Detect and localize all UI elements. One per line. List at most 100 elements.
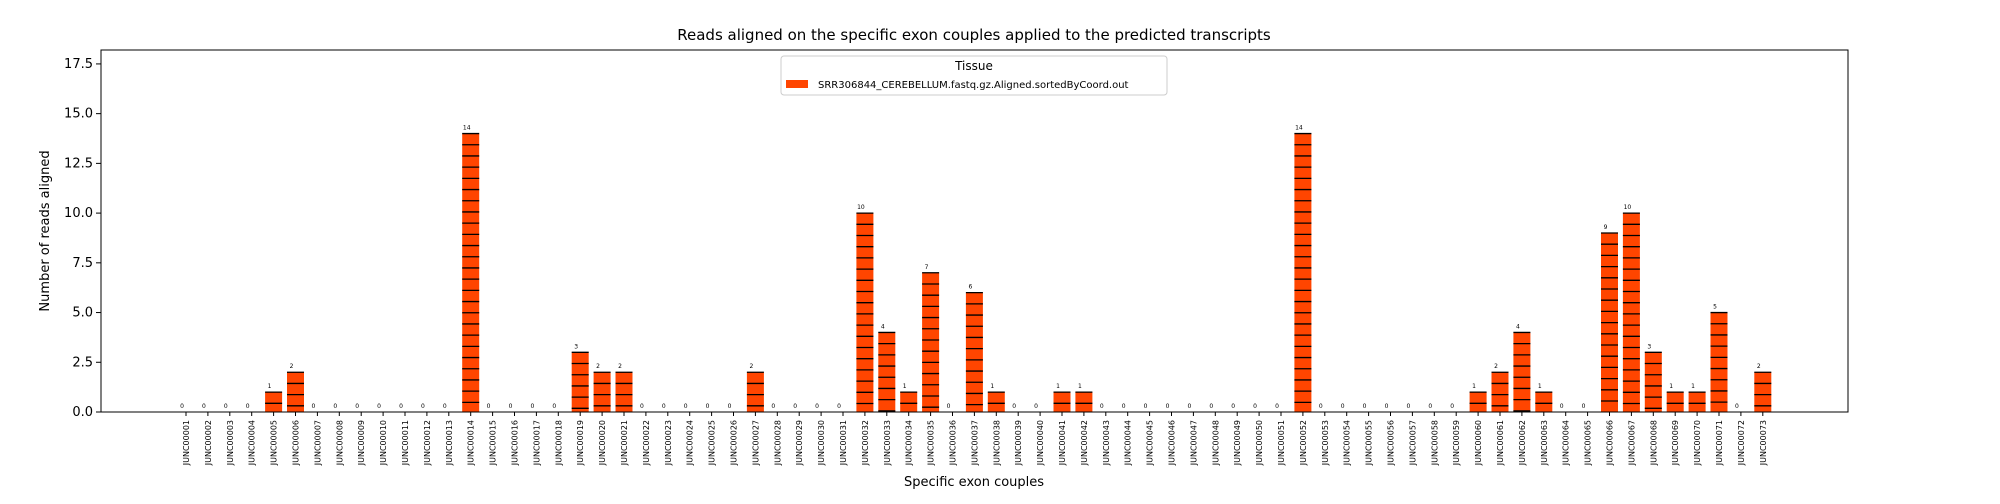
x-tick-label: JUNC00044 bbox=[1124, 420, 1133, 466]
x-tick-label: JUNC00025 bbox=[708, 420, 717, 466]
x-tick-label: JUNC00068 bbox=[1649, 420, 1658, 466]
x-tick-label: JUNC00021 bbox=[620, 420, 629, 466]
x-tick-label: JUNC00056 bbox=[1387, 420, 1396, 466]
x-tick-label: JUNC00069 bbox=[1671, 420, 1680, 466]
x-tick-label: JUNC00001 bbox=[182, 420, 191, 466]
data-label: 0 bbox=[1012, 403, 1016, 410]
data-label: 0 bbox=[771, 403, 775, 410]
x-tick-label: JUNC00030 bbox=[817, 420, 826, 466]
x-tick-label: JUNC00051 bbox=[1277, 420, 1286, 466]
y-axis-ticks: 0.0 2.5 5.0 7.5 10.0 12.5 15.0 17.5 bbox=[64, 57, 101, 420]
data-label: 1 bbox=[1472, 383, 1476, 390]
data-label: 0 bbox=[662, 403, 666, 410]
chart-title: Reads aligned on the specific exon coupl… bbox=[677, 26, 1271, 44]
x-tick-label: JUNC00035 bbox=[927, 420, 936, 466]
x-tick-label: JUNC00045 bbox=[1146, 420, 1155, 466]
data-label: 1 bbox=[1078, 383, 1082, 390]
data-label: 0 bbox=[1560, 403, 1564, 410]
data-label: 0 bbox=[815, 403, 819, 410]
data-label: 0 bbox=[443, 403, 447, 410]
bar bbox=[1622, 213, 1640, 412]
data-label: 0 bbox=[399, 403, 403, 410]
x-tick-label: JUNC00013 bbox=[445, 420, 454, 466]
x-tick-label: JUNC00019 bbox=[576, 420, 585, 466]
data-label: 5 bbox=[1713, 304, 1717, 311]
legend: Tissue SRR306844_CEREBELLUM.fastq.gz.Ali… bbox=[780, 55, 1168, 96]
y-axis-label: Number of reads aligned bbox=[38, 150, 53, 311]
x-tick-label: JUNC00017 bbox=[532, 420, 541, 466]
x-tick-label: JUNC00060 bbox=[1474, 420, 1483, 466]
bar bbox=[265, 392, 283, 412]
x-tick-label: JUNC00016 bbox=[511, 420, 520, 466]
data-label: 9 bbox=[1604, 224, 1608, 231]
bar bbox=[1513, 332, 1531, 412]
data-label: 0 bbox=[355, 403, 359, 410]
bar bbox=[878, 332, 896, 412]
data-label: 2 bbox=[1494, 363, 1498, 370]
x-tick-label: JUNC00064 bbox=[1562, 420, 1571, 466]
legend-title: Tissue bbox=[954, 59, 993, 73]
x-tick-label: JUNC00027 bbox=[751, 420, 760, 466]
x-tick-label: JUNC00039 bbox=[1014, 420, 1023, 466]
data-label: 1 bbox=[268, 383, 272, 390]
data-label: 0 bbox=[1034, 403, 1038, 410]
data-label: 0 bbox=[1363, 403, 1367, 410]
x-tick-label: JUNC00007 bbox=[313, 420, 322, 466]
bar bbox=[1294, 133, 1312, 413]
data-label: 0 bbox=[1187, 403, 1191, 410]
x-tick-label: JUNC00071 bbox=[1715, 420, 1724, 466]
x-tick-label: JUNC00053 bbox=[1321, 420, 1330, 466]
data-label: 0 bbox=[947, 403, 951, 410]
bar bbox=[1469, 392, 1487, 412]
data-label: 0 bbox=[684, 403, 688, 410]
y-tick-label: 10.0 bbox=[64, 206, 93, 221]
x-tick-label: JUNC00004 bbox=[248, 420, 257, 466]
data-label: 0 bbox=[1144, 403, 1148, 410]
bar bbox=[615, 372, 633, 412]
data-label: 1 bbox=[1056, 383, 1060, 390]
data-label: 0 bbox=[377, 403, 381, 410]
data-label: 2 bbox=[618, 363, 622, 370]
data-label: 3 bbox=[1647, 343, 1651, 350]
data-label: 0 bbox=[1406, 403, 1410, 410]
y-tick-label: 15.0 bbox=[64, 107, 93, 122]
x-tick-label: JUNC00065 bbox=[1584, 420, 1593, 466]
x-tick-label: JUNC00043 bbox=[1102, 420, 1111, 466]
data-label: 0 bbox=[793, 403, 797, 410]
data-label: 0 bbox=[1253, 403, 1257, 410]
data-label: 14 bbox=[463, 125, 471, 132]
data-label: 0 bbox=[246, 403, 250, 410]
x-tick-label: JUNC00005 bbox=[270, 420, 279, 466]
data-label: 2 bbox=[596, 363, 600, 370]
x-tick-label: JUNC00011 bbox=[401, 420, 410, 466]
data-label: 0 bbox=[1450, 403, 1454, 410]
data-label: 0 bbox=[1582, 403, 1586, 410]
data-label: 2 bbox=[290, 363, 294, 370]
bar bbox=[1491, 372, 1509, 412]
x-tick-label: JUNC00040 bbox=[1036, 420, 1045, 466]
legend-box bbox=[780, 55, 1168, 96]
x-tick-label: JUNC00015 bbox=[489, 420, 498, 466]
data-label: 4 bbox=[1516, 323, 1520, 330]
bar bbox=[1053, 392, 1071, 412]
bar bbox=[1754, 372, 1772, 412]
x-tick-label: JUNC00047 bbox=[1189, 420, 1198, 466]
x-tick-label: JUNC00024 bbox=[686, 420, 695, 466]
x-tick-label: JUNC00048 bbox=[1211, 420, 1220, 466]
y-tick-label: 17.5 bbox=[64, 57, 93, 72]
data-label: 0 bbox=[1231, 403, 1235, 410]
data-label: 0 bbox=[202, 403, 206, 410]
data-label: 1 bbox=[1669, 383, 1673, 390]
plot-frame bbox=[100, 49, 1849, 413]
x-tick-label: JUNC00049 bbox=[1233, 420, 1242, 466]
x-tick-label: JUNC00014 bbox=[467, 420, 476, 466]
x-tick-label: JUNC00072 bbox=[1737, 420, 1746, 466]
bar bbox=[1535, 392, 1553, 412]
data-label: 0 bbox=[333, 403, 337, 410]
data-label: 0 bbox=[1735, 403, 1739, 410]
x-tick-label: JUNC00073 bbox=[1759, 420, 1768, 466]
bar bbox=[593, 372, 611, 412]
